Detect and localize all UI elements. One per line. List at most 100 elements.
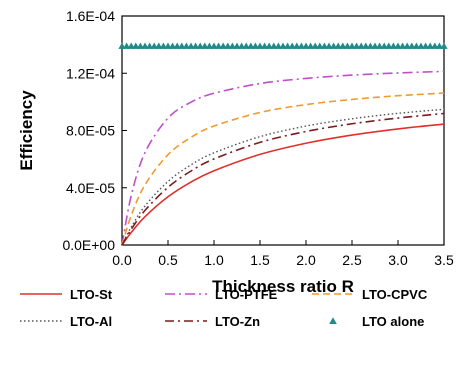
- marker-lto-alone: [265, 42, 273, 49]
- marker-lto-alone: [187, 42, 195, 49]
- marker-lto-alone: [362, 42, 370, 49]
- marker-lto-alone: [146, 42, 154, 49]
- y-tick-label: 4.0E-05: [66, 180, 115, 196]
- marker-lto-alone: [251, 42, 259, 49]
- marker-lto-alone: [435, 42, 443, 49]
- marker-lto-alone: [256, 42, 264, 49]
- marker-lto-alone: [284, 42, 292, 49]
- marker-lto-alone: [316, 42, 324, 49]
- series-line-lto-st: [121, 123, 445, 246]
- marker-lto-alone: [164, 42, 172, 49]
- x-tick-label: 3.0: [388, 252, 408, 268]
- marker-lto-alone: [422, 42, 430, 49]
- marker-lto-alone: [311, 42, 319, 49]
- marker-lto-alone: [408, 42, 416, 49]
- marker-lto-alone: [196, 42, 204, 49]
- marker-lto-alone: [123, 42, 131, 49]
- marker-lto-alone: [192, 42, 200, 49]
- x-tick-label: 1.5: [250, 252, 270, 268]
- marker-lto-alone: [233, 42, 241, 49]
- x-tick-label: 2.0: [296, 252, 316, 268]
- series-lto-alone-markers: [118, 42, 448, 49]
- marker-lto-alone: [343, 42, 351, 49]
- y-tick-label: 8.0E-05: [66, 123, 115, 139]
- marker-lto-alone: [371, 42, 379, 49]
- marker-lto-alone: [169, 42, 177, 49]
- marker-lto-alone: [261, 42, 269, 49]
- x-axis-title: Thickness ratio R: [212, 277, 354, 296]
- legend-label-lto-zn: LTO-Zn: [215, 314, 260, 329]
- series-line-lto-cpvc: [121, 92, 445, 246]
- series-line-lto-al: [121, 108, 445, 246]
- marker-lto-alone: [357, 42, 365, 49]
- marker-lto-alone: [270, 42, 278, 49]
- marker-lto-alone: [118, 42, 126, 49]
- marker-lto-alone: [159, 42, 167, 49]
- legend-item-lto-al: LTO-Al: [20, 314, 112, 329]
- x-tick-label: 0.5: [158, 252, 178, 268]
- marker-lto-alone: [339, 42, 347, 49]
- marker-lto-alone: [426, 42, 434, 49]
- legend-item-lto-st: LTO-St: [20, 287, 113, 302]
- y-tick-label: 1.6E-04: [66, 8, 115, 24]
- marker-lto-alone: [132, 42, 140, 49]
- series-line-lto-zn: [121, 112, 445, 246]
- marker-lto-alone: [399, 42, 407, 49]
- marker-lto-alone: [353, 42, 361, 49]
- x-tick-label: 2.5: [342, 252, 362, 268]
- marker-lto-alone: [219, 42, 227, 49]
- series-line-lto-ptfe: [121, 70, 445, 246]
- legend-label-lto-st: LTO-St: [70, 287, 113, 302]
- marker-lto-alone: [412, 42, 420, 49]
- marker-lto-alone: [376, 42, 384, 49]
- y-tick-label: 1.2E-04: [66, 65, 115, 81]
- marker-lto-alone: [320, 42, 328, 49]
- marker-lto-alone: [325, 42, 333, 49]
- marker-lto-alone: [136, 42, 144, 49]
- legend-marker-lto-alone: [329, 317, 337, 325]
- marker-lto-alone: [215, 42, 223, 49]
- marker-lto-alone: [182, 42, 190, 49]
- marker-lto-alone: [178, 42, 186, 49]
- legend-label-lto-alone: LTO alone: [362, 314, 424, 329]
- marker-lto-alone: [127, 42, 135, 49]
- marker-lto-alone: [205, 42, 213, 49]
- marker-lto-alone: [155, 42, 163, 49]
- x-tick-label: 0.0: [112, 252, 132, 268]
- legend-label-lto-al: LTO-Al: [70, 314, 112, 329]
- marker-lto-alone: [431, 42, 439, 49]
- marker-lto-alone: [274, 42, 282, 49]
- marker-lto-alone: [440, 42, 448, 49]
- x-tick-label: 1.0: [204, 252, 224, 268]
- marker-lto-alone: [150, 42, 158, 49]
- legend-label-lto-ptfe: LTO-PTFE: [215, 287, 278, 302]
- legend-label-lto-cpvc: LTO-CPVC: [362, 287, 428, 302]
- marker-lto-alone: [228, 42, 236, 49]
- plot-frame: [121, 15, 445, 246]
- marker-lto-alone: [334, 42, 342, 49]
- y-axis-title: Efficiency: [17, 90, 36, 171]
- legend-item-lto-zn: LTO-Zn: [165, 314, 260, 329]
- legend-item-lto-alone: LTO alone: [329, 314, 424, 329]
- marker-lto-alone: [141, 42, 149, 49]
- marker-lto-alone: [242, 42, 250, 49]
- y-tick-label: 0.0E+00: [62, 237, 115, 253]
- marker-lto-alone: [201, 42, 209, 49]
- marker-lto-alone: [417, 42, 425, 49]
- marker-lto-alone: [210, 42, 218, 49]
- marker-lto-alone: [247, 42, 255, 49]
- x-tick-label: 3.5: [434, 252, 454, 268]
- marker-lto-alone: [330, 42, 338, 49]
- marker-lto-alone: [173, 42, 181, 49]
- marker-lto-alone: [293, 42, 301, 49]
- marker-lto-alone: [366, 42, 374, 49]
- marker-lto-alone: [385, 42, 393, 49]
- marker-lto-alone: [307, 42, 315, 49]
- marker-lto-alone: [238, 42, 246, 49]
- marker-lto-alone: [224, 42, 232, 49]
- marker-lto-alone: [380, 42, 388, 49]
- marker-lto-alone: [394, 42, 402, 49]
- marker-lto-alone: [403, 42, 411, 49]
